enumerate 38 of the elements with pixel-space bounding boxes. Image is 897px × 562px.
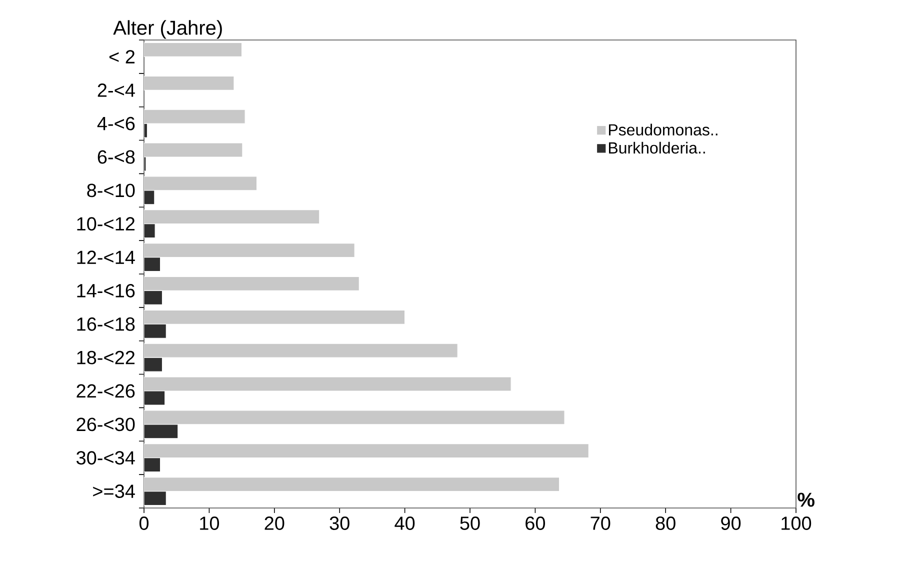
y-tick-label: 18-<22	[77, 350, 135, 364]
x-tick-label: 60	[526, 516, 546, 530]
y-tick-label: 2-<4	[98, 84, 135, 97]
y-tick-label: 4-<6	[97, 116, 135, 130]
bar	[144, 490, 166, 506]
bar	[144, 324, 166, 338]
y-tick-label: 30-<34	[76, 451, 135, 465]
y-tick-label: 22-<26	[76, 384, 135, 398]
bar	[144, 42, 242, 58]
y-tick-label: 8-<10	[87, 184, 135, 198]
bar	[144, 76, 234, 90]
x-tick-label: 20	[264, 516, 284, 530]
bar	[144, 458, 161, 472]
y-tick-label: 26-<30	[76, 418, 135, 432]
legend-label: Pseudomonas..	[609, 124, 718, 136]
y-tick-label: 14-<16	[77, 284, 135, 298]
x-tick-label: 50	[460, 516, 480, 530]
x-tick-label: 40	[394, 516, 415, 530]
bar	[144, 224, 156, 238]
x-tick-label: 10	[200, 516, 220, 530]
x-tick-label: 30	[330, 516, 350, 530]
y-tick-label: < 2	[109, 50, 135, 64]
y-tick-label: >=34	[93, 484, 135, 498]
x-tick-label: 70	[590, 516, 610, 530]
y-tick-label: 16-<18	[77, 317, 135, 331]
bar	[144, 290, 163, 306]
x-tick-label: 0	[139, 516, 149, 530]
y-tick-label: 6-<8	[98, 150, 135, 164]
x-axis-title: %	[798, 492, 814, 507]
legend-label: Burkholderia..	[609, 142, 705, 154]
bar	[144, 256, 161, 272]
x-tick-label: 80	[656, 516, 676, 530]
y-tick-label: 10-<12	[77, 217, 135, 231]
bar	[144, 424, 178, 439]
x-tick-label: 90	[721, 516, 741, 530]
x-tick-label: 100	[782, 516, 812, 530]
y-axis-title: Alter (Jahre)	[113, 20, 222, 39]
y-tick-label: 12-<14	[77, 250, 135, 264]
